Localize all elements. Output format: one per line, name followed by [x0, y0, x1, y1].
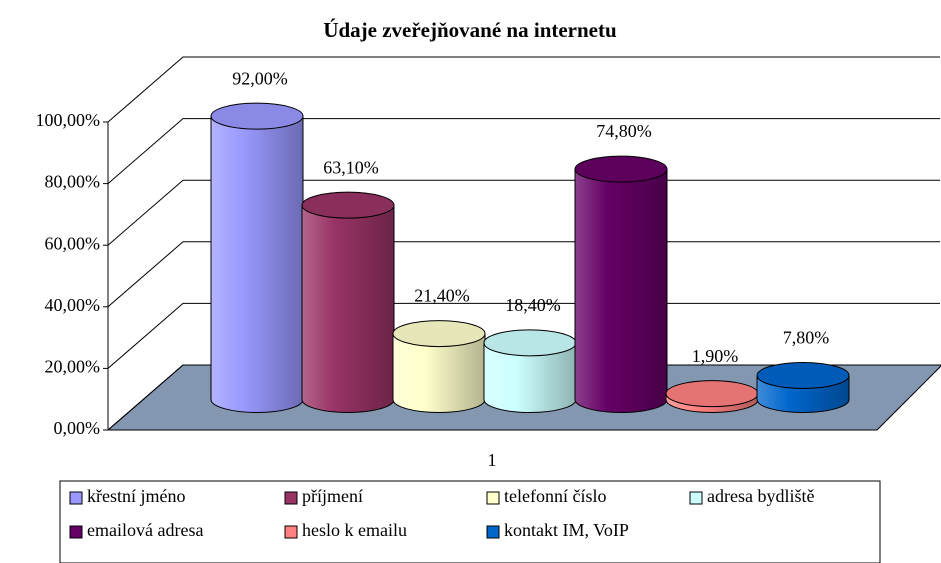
- legend-swatch: [486, 525, 500, 539]
- bar: [211, 116, 303, 400]
- grid-line: [107, 179, 940, 246]
- cylinder-top: [301, 191, 395, 219]
- x-tick-label: 1: [488, 450, 497, 470]
- cylinder-top: [483, 329, 577, 357]
- chart-title: Údaje zveřejňované na internetu: [323, 18, 617, 42]
- grid-line: [107, 302, 940, 369]
- cylinder-top: [574, 155, 668, 183]
- legend-swatch: [284, 491, 298, 505]
- legend-label: křestní jméno: [87, 486, 185, 506]
- legend-swatch: [69, 491, 83, 505]
- cylinder-top: [665, 380, 759, 408]
- y-tick-label: 40,00%: [45, 295, 101, 315]
- grid-line: [107, 118, 940, 184]
- bar: [302, 205, 394, 400]
- data-label: 21,40%: [414, 286, 470, 306]
- cylinder-top: [756, 361, 850, 389]
- data-label: 7,80%: [783, 328, 830, 348]
- data-label: 18,40%: [505, 295, 561, 315]
- cylinder-top: [392, 320, 486, 348]
- bar: [575, 169, 667, 400]
- y-tick-label: 0,00%: [54, 418, 101, 438]
- legend-label: telefonní číslo: [504, 486, 606, 506]
- legend-swatch: [689, 491, 703, 505]
- legend-label: kontakt IM, VoIP: [504, 520, 629, 540]
- data-label: 92,00%: [232, 68, 288, 88]
- y-tick-label: 100,00%: [36, 110, 101, 130]
- grid-line: [107, 364, 940, 431]
- y-tick-label: 80,00%: [45, 172, 101, 192]
- grid-line: [107, 241, 940, 308]
- data-label: 74,80%: [596, 121, 652, 141]
- legend-label: emailová adresa: [87, 520, 203, 540]
- legend-label: příjmení: [302, 486, 363, 506]
- legend-swatch: [486, 491, 500, 505]
- legend-swatch: [69, 525, 83, 539]
- data-label: 1,90%: [692, 346, 739, 366]
- legend-box: [59, 480, 881, 563]
- y-tick-label: 20,00%: [45, 357, 101, 377]
- data-label: 63,10%: [323, 157, 379, 177]
- y-tick-label: 60,00%: [45, 233, 101, 253]
- legend-label: adresa bydliště: [707, 486, 814, 506]
- legend-swatch: [284, 525, 298, 539]
- legend-label: heslo k emailu: [302, 520, 407, 540]
- cylinder-top: [210, 102, 304, 130]
- grid-line: [107, 56, 940, 123]
